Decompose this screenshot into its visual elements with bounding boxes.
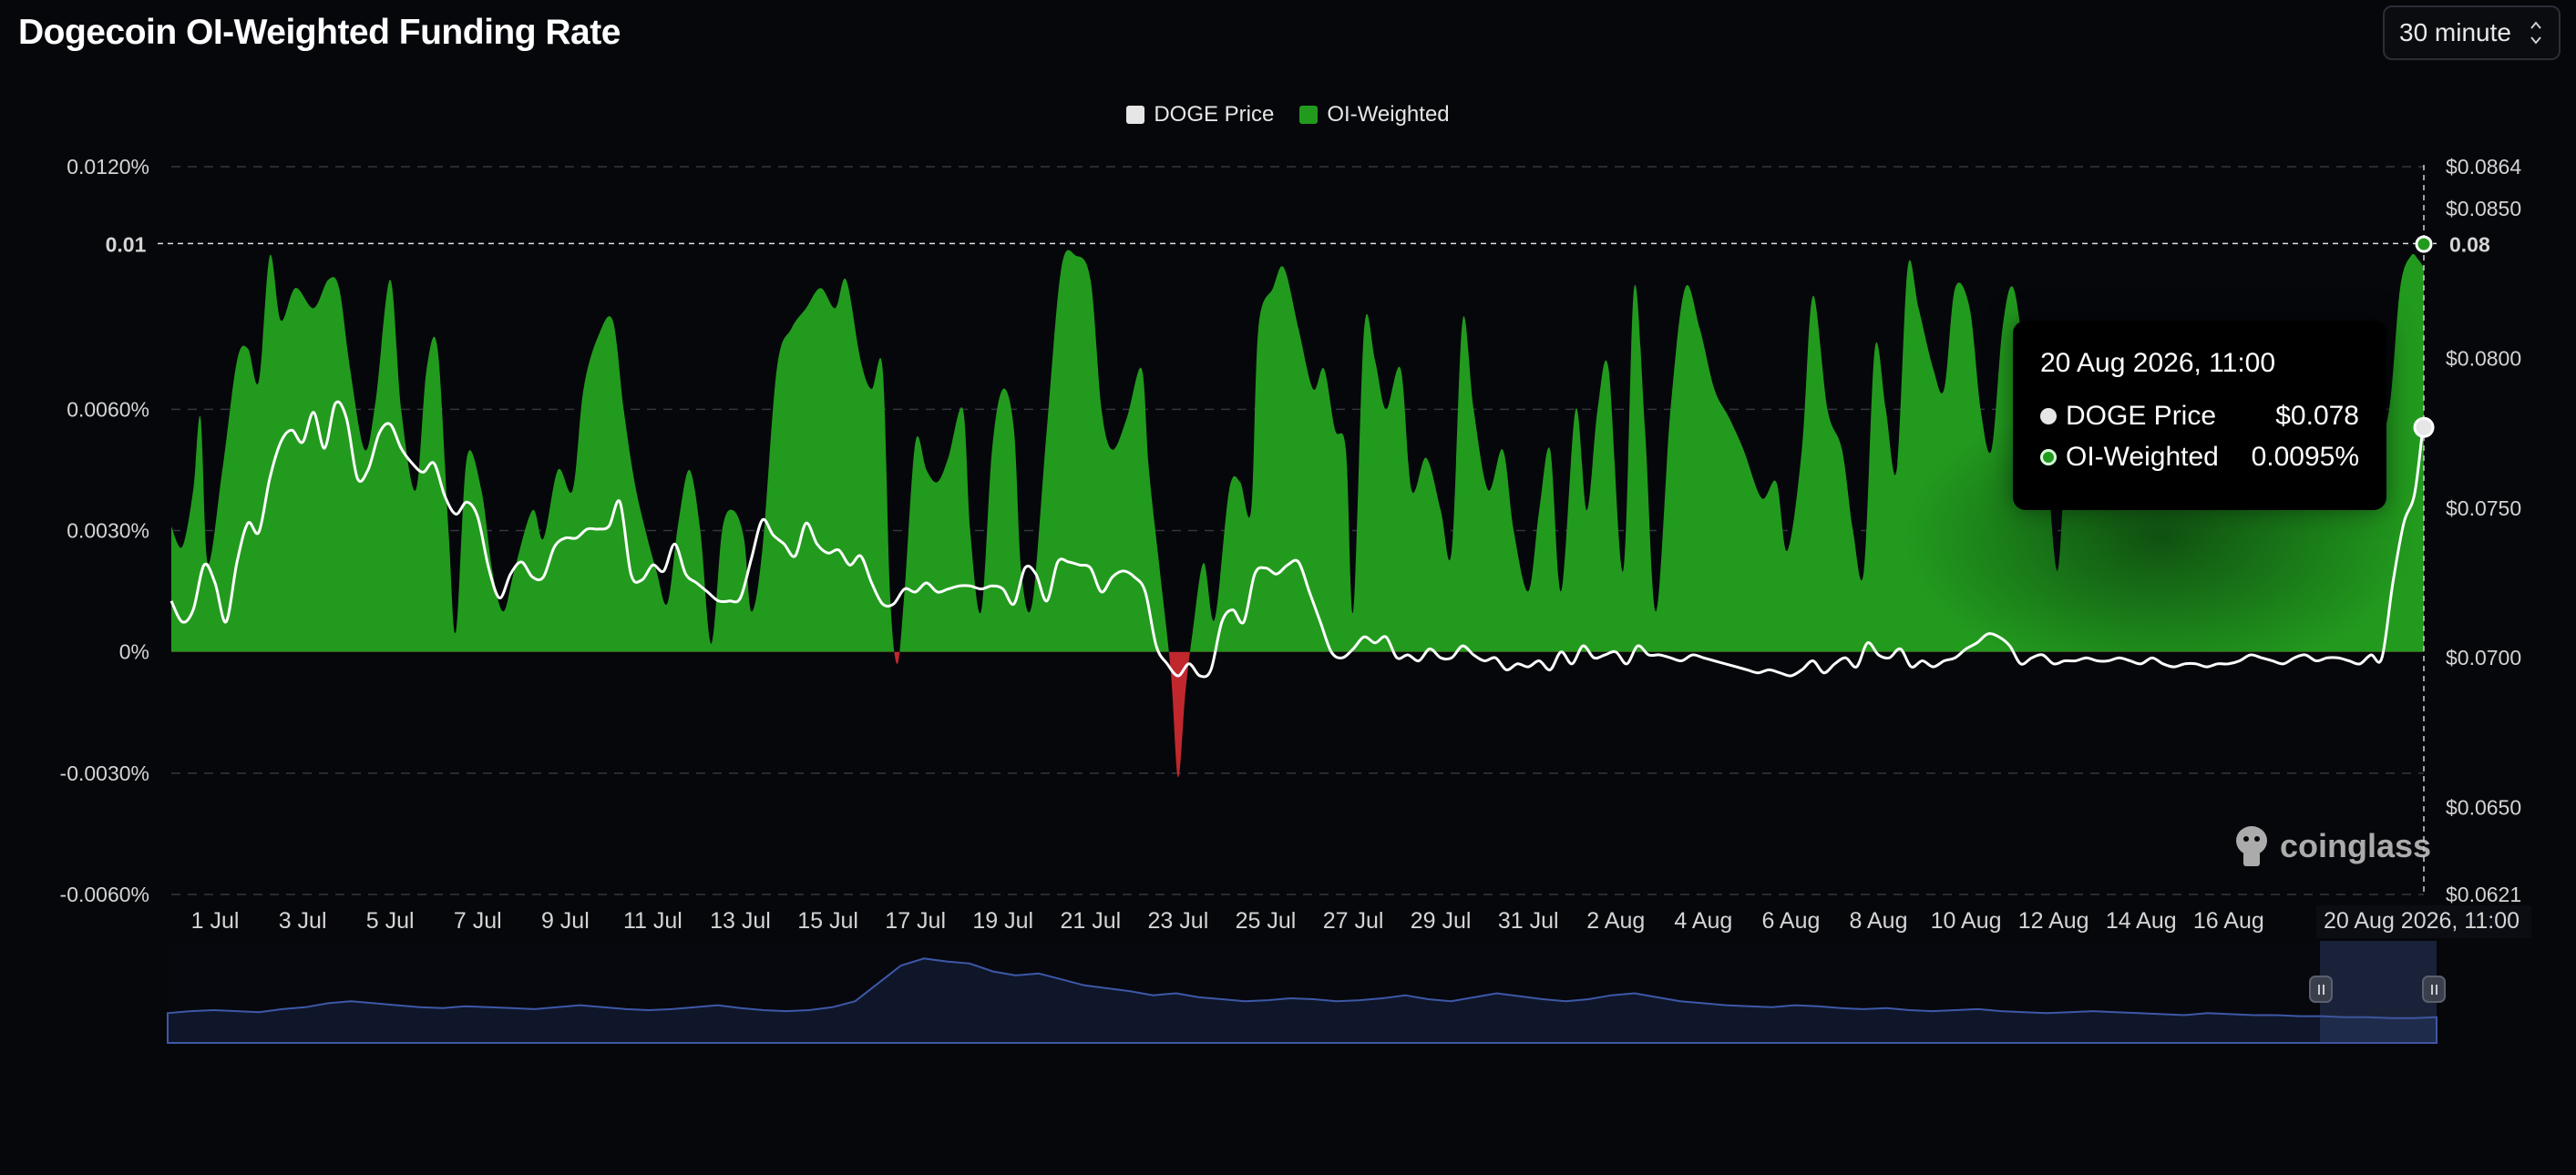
y-right-tick-label: $0.0750 [2446, 496, 2521, 520]
interval-select[interactable]: 30 minute [2383, 5, 2561, 60]
x-tick-label: 31 Jul [1498, 908, 1559, 934]
x-tick-label: 29 Jul [1411, 908, 1472, 934]
x-tick-label: 10 Aug [1931, 908, 2002, 934]
x-tick-label: 17 Jul [885, 908, 946, 934]
x-tick-label: 4 Aug [1674, 908, 1732, 934]
x-tick-label: 21 Jul [1060, 908, 1121, 934]
legend-label-doge-price: DOGE Price [1154, 102, 1275, 127]
y-left-tick-label: 0% [119, 640, 149, 664]
x-tick-label: 23 Jul [1148, 908, 1209, 934]
tooltip-row-oi-weighted: OI-Weighted 0.0095% [2040, 436, 2359, 477]
y-left-tick-label: -0.0060% [60, 883, 149, 906]
y-right-tick-label: $0.0621 [2446, 883, 2521, 906]
navigator-handle-left[interactable] [2309, 976, 2333, 1003]
x-tick-label: 25 Jul [1236, 908, 1297, 934]
x-tick-label: 27 Jul [1323, 908, 1384, 934]
oi-weighted-area-positive [171, 250, 2424, 652]
y-right-tick-label: $0.0864 [2446, 155, 2521, 179]
axes: -0.0060% -0.0030% 0% 0.0030% 0.0060% 0.0120% $… [60, 155, 2531, 938]
tooltip-value-oi-weighted: 0.0095% [2251, 441, 2359, 472]
page-title: Dogecoin OI-Weighted Funding Rate [18, 13, 621, 52]
navigator [167, 944, 2437, 1044]
watermark-text: coinglass [2280, 827, 2432, 864]
legend-swatch-doge-price [1126, 106, 1145, 124]
crosshair-left-value-bg [97, 227, 155, 261]
coinglass-logo-icon [2236, 826, 2267, 866]
x-tick-label: 2 Aug [1586, 908, 1645, 934]
x-tick-label: 1 Jul [191, 908, 240, 934]
legend-label-oi-weighted: OI-Weighted [1327, 102, 1450, 127]
crosshair-left-value: 0.01 [106, 232, 147, 256]
y-right-tick-label: $0.0650 [2446, 796, 2521, 820]
x-tick-label: 12 Aug [2018, 908, 2089, 934]
crosshair-right-value-bg [2437, 227, 2502, 261]
y-left-tick-label: 0.0120% [67, 155, 149, 179]
legend-item-doge-price[interactable]: DOGE Price [1126, 102, 1274, 128]
x-tick-label: 11 Jul [623, 908, 682, 934]
tooltip-dot-oi-weighted [2040, 448, 2057, 465]
x-tick-label: 13 Jul [710, 908, 771, 934]
y-left-tick-label: -0.0030% [60, 761, 149, 785]
tooltip-date: 20 Aug 2026, 11:00 [2040, 348, 2276, 378]
oi-weighted-marker [2415, 235, 2433, 253]
x-highlight-label: 20 Aug 2026, 11:00 [2324, 908, 2520, 934]
tooltip-row-doge-price: DOGE Price $0.078 [2040, 395, 2359, 436]
x-highlight-label-bg [2316, 905, 2531, 938]
x-tick-label: 8 Aug [1850, 908, 1908, 934]
x-tick-label: 6 Aug [1761, 908, 1820, 934]
navigator-series [167, 957, 2437, 1044]
x-tick-label: 19 Jul [972, 908, 1033, 934]
y-right-tick-label: $0.0800 [2446, 346, 2521, 370]
x-tick-label: 7 Jul [454, 908, 502, 934]
y-right-tick-label: $0.0700 [2446, 646, 2521, 669]
legend-swatch-oi-weighted [1299, 106, 1319, 124]
x-tick-label: 9 Jul [541, 908, 590, 934]
coinglass-watermark: coinglass [2231, 822, 2431, 870]
interval-select-value: 30 minute [2399, 18, 2511, 46]
doge-price-path [169, 400, 2426, 679]
x-tick-label: 14 Aug [2106, 908, 2177, 934]
tooltip-value-doge-price: $0.078 [2275, 400, 2359, 431]
chevron-up-down-icon [2530, 21, 2541, 45]
navigator-selected-window[interactable] [2320, 941, 2437, 1043]
doge-price-marker [2413, 416, 2435, 438]
tooltip-dot-doge-price [2040, 407, 2057, 424]
y-left-tick-label: 0.0060% [67, 397, 149, 421]
tooltip-name-doge-price: DOGE Price [2066, 400, 2217, 431]
x-tick-label: 16 Aug [2193, 908, 2264, 934]
crosshair-right-value: 0.08 [2449, 232, 2490, 256]
crosshair: 0.01 0.08 [97, 165, 2502, 894]
navigator-handle-right[interactable] [2422, 976, 2446, 1003]
x-tick-label: 15 Jul [797, 908, 858, 934]
doge-price-line [169, 400, 2426, 679]
x-tick-label: 3 Jul [279, 908, 327, 934]
x-tick-label: 5 Jul [366, 908, 415, 934]
tooltip-name-oi-weighted: OI-Weighted [2066, 441, 2219, 472]
chart-tooltip: 20 Aug 2026, 11:00 DOGE Price $0.078 OI-… [2013, 321, 2386, 510]
chart-legend: DOGE Price OI-Weighted [0, 102, 2576, 128]
legend-item-oi-weighted[interactable]: OI-Weighted [1299, 102, 1450, 128]
y-left-tick-label: 0.0030% [67, 519, 149, 543]
y-right-tick-label: $0.0850 [2446, 197, 2521, 220]
